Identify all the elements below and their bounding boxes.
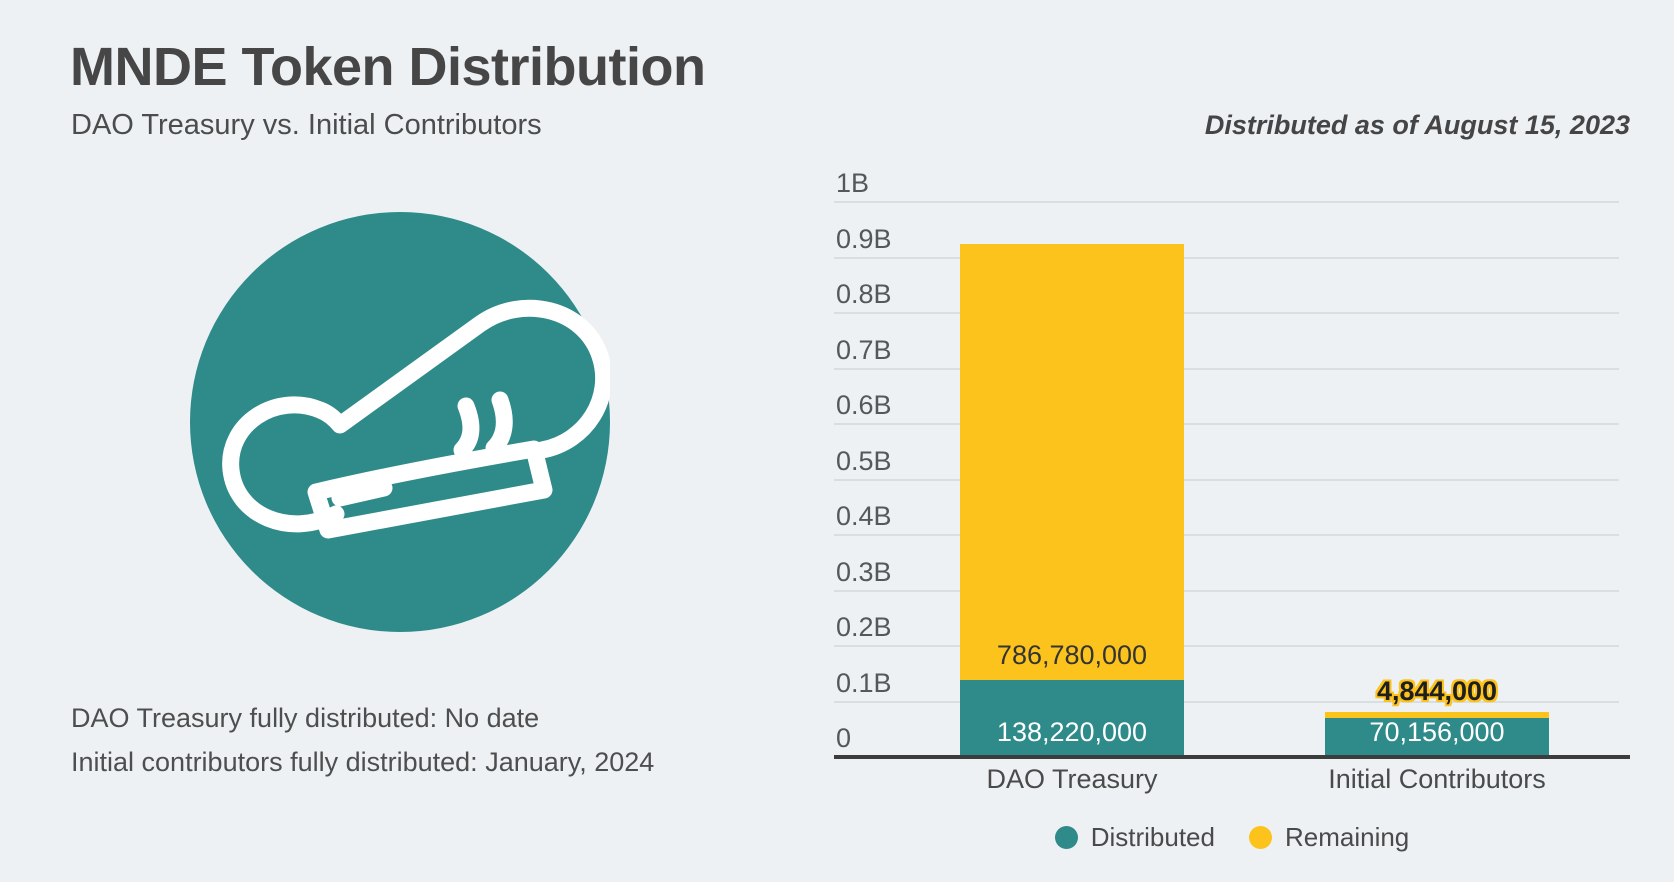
y-axis-tick-label: 0 bbox=[836, 723, 852, 753]
category-label: Initial Contributors bbox=[1328, 764, 1546, 794]
gridline bbox=[834, 589, 1619, 592]
bar-segment-distributed bbox=[1325, 718, 1549, 757]
legend-item-distributed: Distributed bbox=[1054, 822, 1215, 853]
legend-label: Remaining bbox=[1284, 822, 1410, 852]
gridline bbox=[834, 201, 1619, 203]
dao-treasury-note: DAO Treasury fully distributed: No date bbox=[71, 703, 540, 733]
chart-legend: Distributed Remaining bbox=[834, 822, 1630, 853]
bar-segment-remaining bbox=[960, 243, 1184, 681]
y-axis-tick-label: 0.2B bbox=[836, 612, 892, 642]
y-axis-tick-label: 0.5B bbox=[836, 445, 892, 476]
legend-swatch-icon bbox=[1054, 826, 1078, 849]
bar-value-label: 786,780,000 bbox=[996, 640, 1148, 671]
gridline bbox=[834, 645, 1619, 647]
y-axis-tick-label: 0.1B bbox=[836, 667, 892, 698]
gridline bbox=[834, 478, 1619, 481]
gridline bbox=[834, 534, 1619, 536]
distribution-date-note: Distributed as of August 15, 2023 bbox=[1204, 110, 1630, 140]
legend-item-remaining: Remaining bbox=[1248, 822, 1410, 853]
y-axis-tick-label: 0.8B bbox=[836, 279, 892, 309]
bar-value-label: 4,844,000 bbox=[1376, 676, 1498, 707]
legend-swatch-icon bbox=[1248, 826, 1272, 849]
y-axis-tick-label: 0.7B bbox=[836, 334, 892, 365]
bar-segment-remaining bbox=[1325, 712, 1549, 719]
gridline bbox=[834, 312, 1619, 314]
bar-segment-distributed bbox=[960, 680, 1184, 757]
y-axis-tick-label: 0.6B bbox=[836, 390, 892, 420]
y-axis-tick-label: 0.9B bbox=[836, 223, 892, 254]
category-label: DAO Treasury bbox=[986, 764, 1158, 794]
y-axis-tick-label: 0.4B bbox=[836, 501, 892, 531]
gridline bbox=[834, 700, 1619, 703]
gridline bbox=[834, 256, 1619, 259]
y-axis-tick-label: 0.3B bbox=[836, 556, 892, 587]
chef-hat-icon bbox=[222, 299, 610, 539]
gridline bbox=[834, 367, 1619, 370]
y-axis-tick-label: 1B bbox=[836, 168, 870, 198]
x-axis-line bbox=[834, 755, 1630, 759]
bar-value-label: 70,156,000 bbox=[1369, 717, 1505, 747]
legend-label: Distributed bbox=[1090, 822, 1215, 852]
page-title: MNDE Token Distribution bbox=[70, 37, 706, 97]
marinade-logo-badge bbox=[190, 212, 610, 632]
page-subtitle: DAO Treasury vs. Initial Contributors bbox=[71, 109, 542, 141]
bar-value-label: 138,220,000 bbox=[996, 717, 1148, 747]
initial-contributors-note: Initial contributors fully distributed: … bbox=[71, 747, 655, 777]
gridline bbox=[834, 423, 1619, 425]
